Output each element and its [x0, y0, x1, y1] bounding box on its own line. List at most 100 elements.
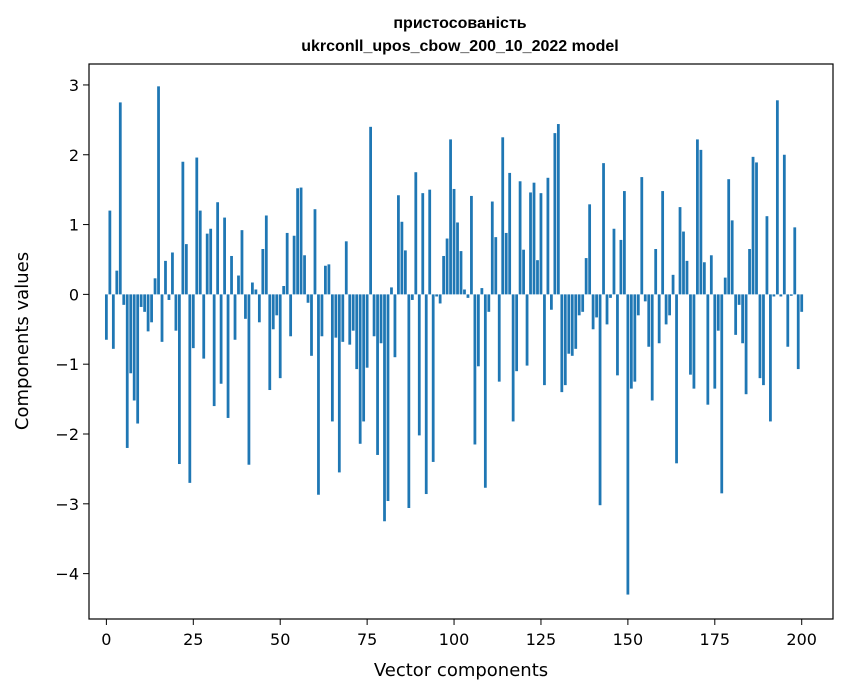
bar-38 [237, 275, 240, 295]
bar-60 [313, 209, 317, 295]
bar-105 [470, 195, 473, 295]
bar-73 [358, 294, 362, 444]
bar-141 [595, 294, 598, 318]
bar-68 [341, 294, 345, 342]
bar-71 [351, 294, 355, 331]
bar-48 [271, 294, 275, 330]
bar-119 [518, 181, 522, 295]
bar-45 [261, 249, 265, 295]
bar-142 [598, 294, 602, 506]
bar-17 [164, 260, 167, 295]
x-tick-label: 100 [439, 630, 470, 649]
bar-27 [198, 210, 202, 295]
x-tick-label: 125 [526, 630, 557, 649]
bar-163 [671, 274, 675, 295]
bar-192 [772, 294, 776, 297]
bar-9 [136, 294, 140, 424]
bar-153 [636, 294, 640, 316]
plot-frame [88, 63, 834, 620]
bar-55 [296, 188, 299, 295]
bar-100 [452, 188, 456, 295]
bar-134 [570, 294, 574, 356]
bar-125 [539, 193, 543, 295]
bar-157 [650, 294, 654, 401]
bar-160 [661, 191, 665, 295]
bar-53 [289, 294, 293, 337]
bar-145 [609, 294, 612, 298]
bar-74 [362, 294, 366, 422]
bar-15 [157, 86, 160, 295]
bar-150 [626, 294, 630, 595]
bar-164 [675, 294, 678, 464]
bar-97 [442, 255, 446, 295]
bar-51 [282, 286, 286, 295]
bar-108 [480, 288, 484, 295]
bar-62 [320, 294, 324, 337]
bar-28 [202, 294, 206, 359]
y-tick-label: 2 [69, 146, 79, 165]
bar-87 [407, 294, 411, 508]
x-tick-label: 75 [357, 630, 377, 649]
bar-123 [532, 182, 536, 295]
bar-195 [782, 154, 786, 295]
bar-14 [153, 278, 157, 295]
bar-130 [556, 124, 560, 295]
bar-80 [383, 294, 386, 522]
bar-99 [449, 139, 452, 295]
bar-191 [769, 294, 772, 422]
bar-169 [692, 294, 696, 389]
bar-47 [268, 294, 272, 391]
bar-24 [188, 294, 192, 483]
bar-76 [369, 126, 372, 295]
bar-182 [737, 294, 741, 305]
bar-22 [181, 161, 185, 295]
bar-143 [602, 163, 605, 295]
chart-title-line2: ukrconll_upos_cbow_200_10_2022 model [301, 38, 618, 55]
bar-13 [150, 294, 153, 323]
bar-37 [233, 294, 237, 340]
bar-16 [160, 294, 164, 342]
bar-154 [640, 177, 644, 295]
bar-94 [431, 294, 435, 462]
x-tick-label: 0 [101, 630, 111, 649]
bar-159 [657, 294, 661, 344]
y-tick-label: 0 [69, 285, 79, 304]
bar-46 [264, 215, 268, 295]
bar-20 [174, 294, 178, 331]
bar-177 [720, 294, 724, 494]
bar-43 [254, 289, 258, 295]
bar-131 [560, 294, 564, 393]
bar-44 [257, 294, 261, 323]
y-tick-label: 3 [69, 76, 79, 95]
bar-86 [403, 250, 407, 295]
bar-96 [438, 294, 442, 304]
bar-83 [393, 294, 397, 358]
bar-93 [428, 189, 432, 295]
bar-138 [584, 258, 588, 295]
bar-128 [550, 294, 553, 310]
bar-54 [292, 235, 296, 295]
bar-156 [647, 294, 651, 347]
bar-174 [709, 255, 713, 295]
x-axis-ticks: 0 25 50 75 100 125 150 175 200 [101, 619, 817, 649]
bar-139 [588, 204, 592, 295]
bar-172 [702, 262, 706, 295]
bar-200 [800, 294, 804, 312]
x-tick-label: 25 [183, 630, 203, 649]
bar-186 [751, 156, 755, 295]
bar-36 [230, 255, 233, 295]
bar-184 [744, 294, 748, 395]
bar-124 [536, 260, 539, 295]
bar-173 [706, 294, 710, 405]
bar-121 [525, 294, 529, 366]
y-tick-label: −4 [55, 565, 79, 584]
bar-1 [108, 210, 112, 295]
bar-10 [139, 294, 143, 307]
bar-146 [612, 228, 616, 295]
bar-149 [623, 191, 626, 295]
bar-152 [633, 294, 637, 382]
bar-70 [348, 294, 352, 345]
bar-188 [758, 294, 762, 379]
bar-30 [209, 228, 213, 295]
